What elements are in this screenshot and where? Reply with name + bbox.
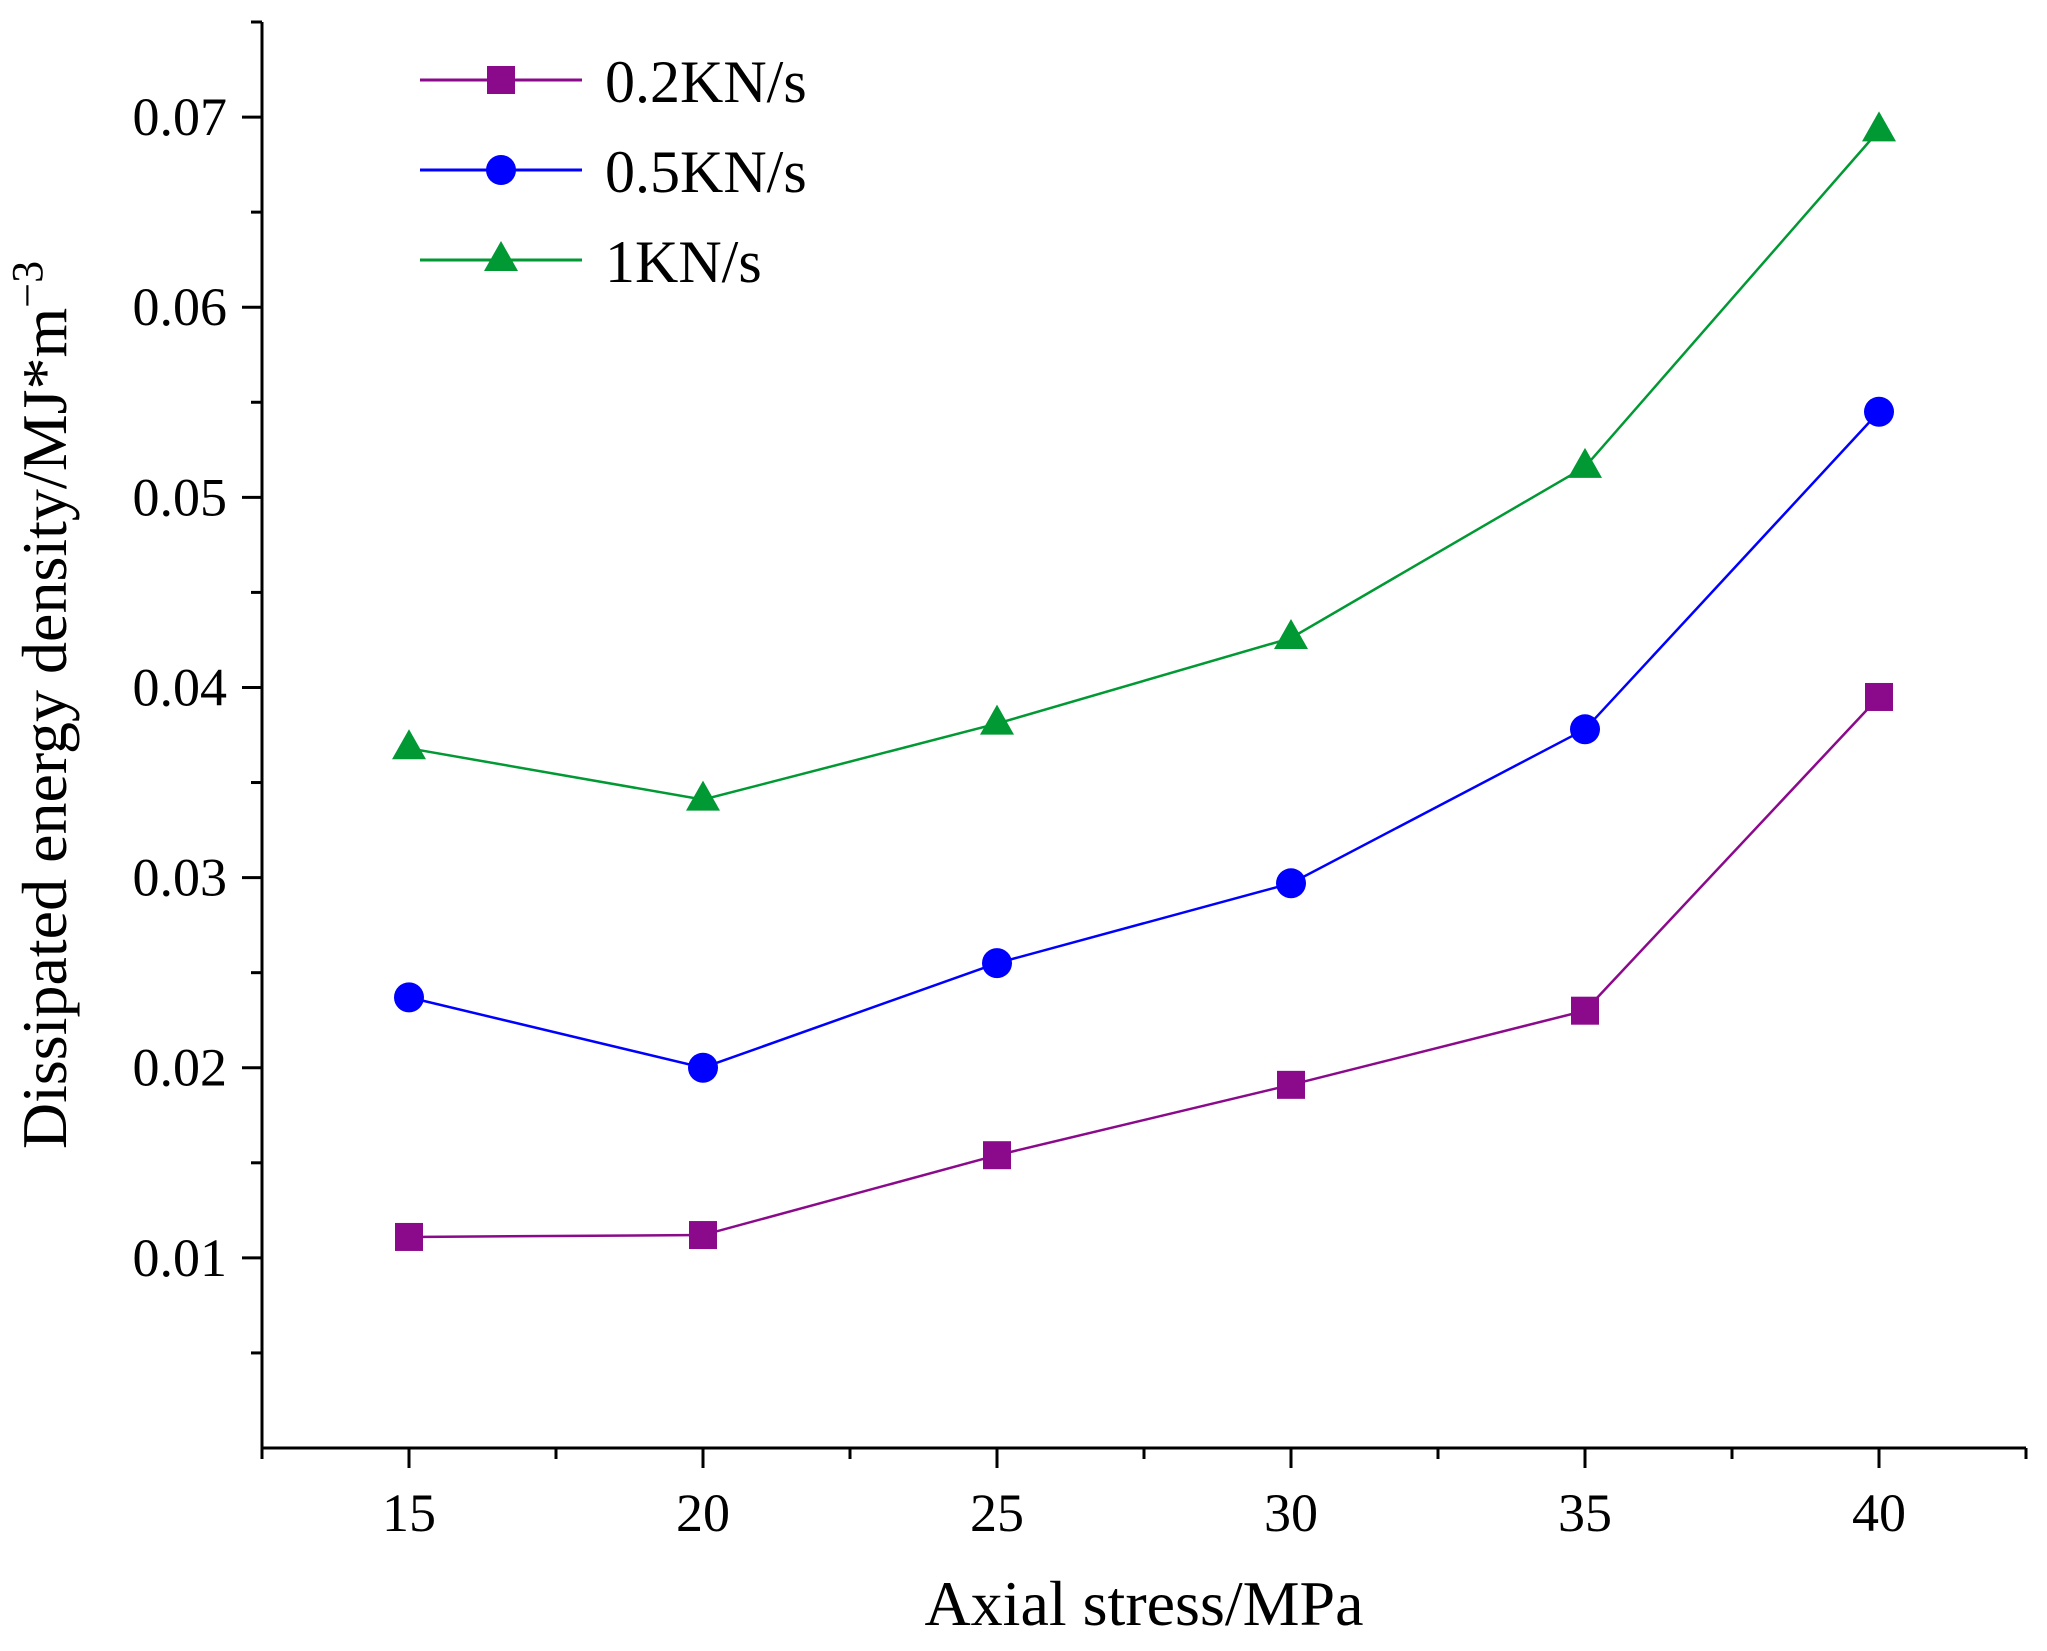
series-line: [408, 410, 1880, 1070]
x-tick-label: 40: [1852, 1483, 1906, 1543]
legend-marker: [487, 66, 515, 94]
series-line: [408, 696, 1880, 1239]
series-1: [395, 682, 1893, 1251]
y-tick-label: 0.06: [133, 277, 228, 337]
data-point: [983, 1141, 1011, 1170]
series-3: [392, 111, 1896, 811]
data-point: [689, 1221, 717, 1250]
legend-item: 0.5KN/s: [420, 139, 807, 205]
data-point: [686, 780, 720, 811]
data-point: [1276, 868, 1306, 899]
series-2: [394, 396, 1894, 1083]
data-point: [392, 729, 426, 760]
y-tick-label: 0.04: [133, 657, 228, 717]
legend: 0.2KN/s 0.5KN/s 1KN/s: [420, 49, 807, 295]
data-point: [395, 1222, 423, 1251]
data-point: [1274, 619, 1308, 650]
legend-marker: [484, 241, 518, 271]
data-point: [1570, 714, 1600, 745]
x-axis-title: Axial stress/MPa: [924, 1568, 1363, 1639]
x-tick-label: 25: [970, 1483, 1024, 1543]
y-tick-label: 0.07: [133, 87, 228, 147]
data-point: [1277, 1070, 1305, 1099]
data-point: [980, 704, 1014, 735]
y-axis-title-main: Dissipated energy density/MJ*m: [9, 308, 80, 1149]
series-layer: [392, 111, 1896, 1251]
y-axis-title-superscript: −3: [3, 261, 52, 308]
data-point: [1862, 111, 1896, 142]
legend-label: 1KN/s: [605, 229, 762, 295]
legend-item: 0.2KN/s: [420, 49, 807, 115]
data-point: [1864, 396, 1894, 427]
y-axis-title: Dissipated energy density/MJ*m−3: [3, 261, 81, 1149]
y-tick-label: 0.01: [133, 1228, 228, 1288]
x-tick-label: 30: [1264, 1483, 1318, 1543]
legend-label: 0.2KN/s: [605, 49, 807, 115]
data-point: [688, 1052, 718, 1083]
x-tick-label: 20: [676, 1483, 730, 1543]
legend-label: 0.5KN/s: [605, 139, 807, 205]
series-line: [408, 129, 1880, 801]
y-tick-label: 0.02: [133, 1038, 228, 1098]
axes: 15 20 25 30 35 40 0.01 0.02 0.03 0.04 0.05 0.06 0.07: [133, 20, 2028, 1543]
data-point: [1571, 996, 1599, 1025]
y-tick-label: 0.03: [133, 848, 228, 908]
data-point: [1568, 447, 1602, 478]
legend-item: 1KN/s: [420, 229, 762, 295]
x-tick-label: 15: [382, 1483, 436, 1543]
data-point: [394, 982, 424, 1013]
data-point: [982, 948, 1012, 979]
y-tick-label: 0.05: [133, 467, 228, 527]
data-point: [1865, 682, 1893, 711]
legend-marker: [486, 155, 516, 185]
x-tick-label: 35: [1558, 1483, 1612, 1543]
